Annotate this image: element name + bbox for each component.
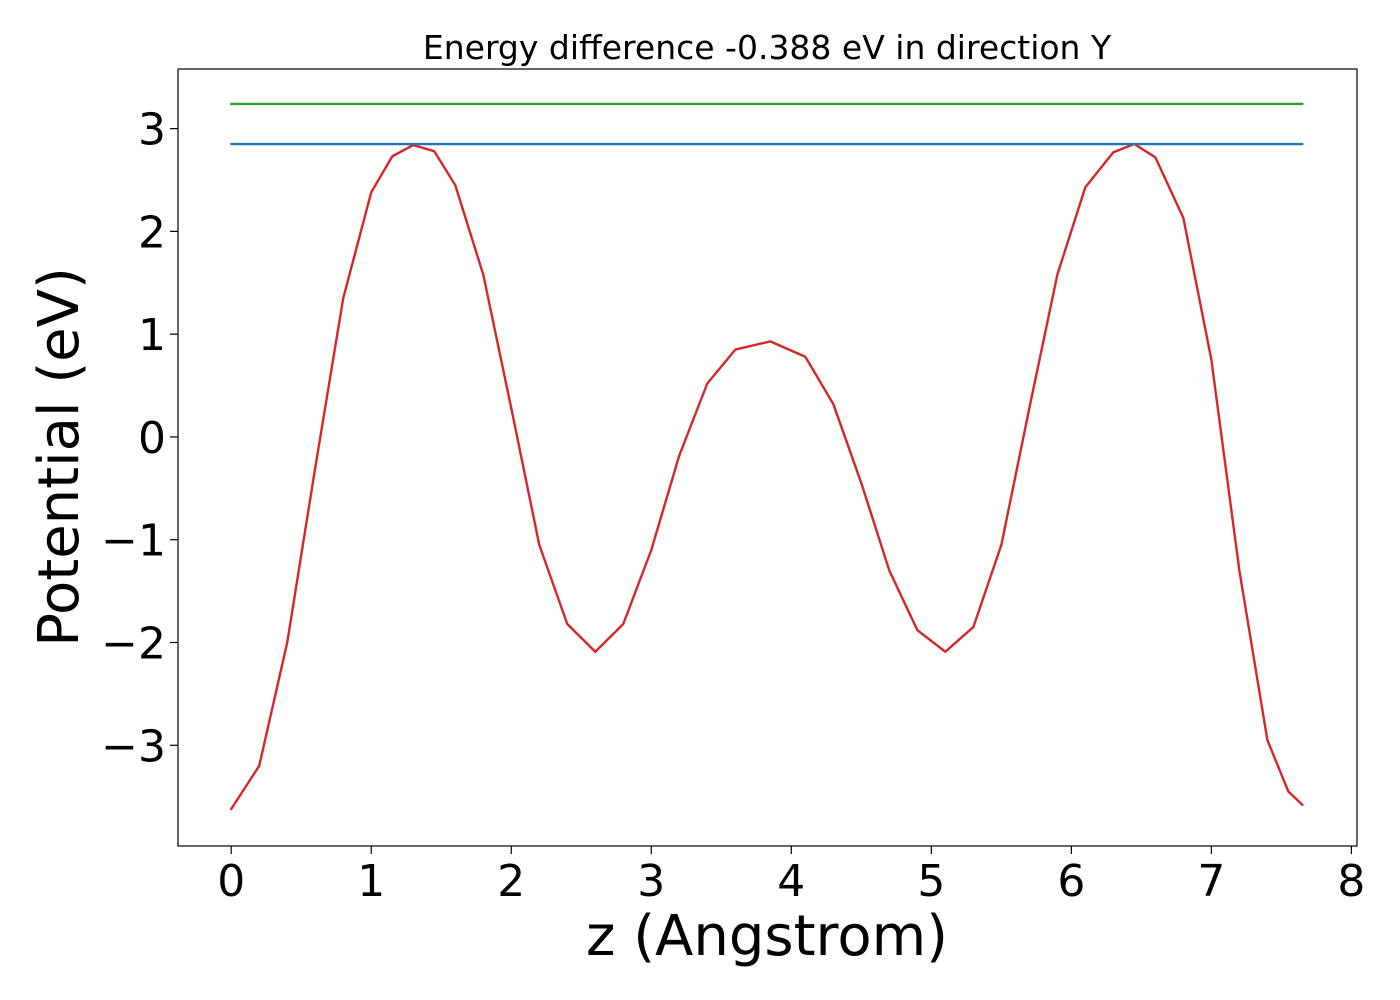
y-axis-label: Potential (eV)	[27, 267, 92, 647]
chart-title: Energy difference -0.388 eV in direction…	[423, 28, 1112, 67]
x-tick-label-2: 2	[497, 856, 525, 907]
y-axis: −3 −2 −1 0 1 2 3	[101, 105, 178, 772]
plot-frame	[177, 68, 1358, 847]
x-axis: 0 1 2 3 4 5 6 7 8	[217, 846, 1365, 907]
y-tick-label-0: −3	[101, 721, 166, 772]
x-tick-label-6: 6	[1057, 856, 1085, 907]
y-tick-label-6: 3	[138, 105, 166, 156]
y-tick-label-5: 2	[138, 207, 166, 258]
x-tick-label-8: 8	[1337, 856, 1365, 907]
y-tick-label-2: −1	[101, 516, 166, 567]
x-tick-label-0: 0	[217, 856, 245, 907]
y-tick-label-3: 0	[138, 413, 166, 464]
x-tick-label-3: 3	[637, 856, 665, 907]
x-tick-label-7: 7	[1197, 856, 1225, 907]
x-tick-label-4: 4	[777, 856, 805, 907]
x-axis-label: z (Angstrom)	[586, 904, 948, 969]
x-tick-label-5: 5	[917, 856, 945, 907]
y-tick-label-4: 1	[138, 310, 166, 361]
series-line-0	[230, 142, 1304, 811]
y-tick-label-1: −2	[101, 619, 166, 670]
x-tick-label-1: 1	[357, 856, 385, 907]
series-layer	[230, 102, 1304, 811]
